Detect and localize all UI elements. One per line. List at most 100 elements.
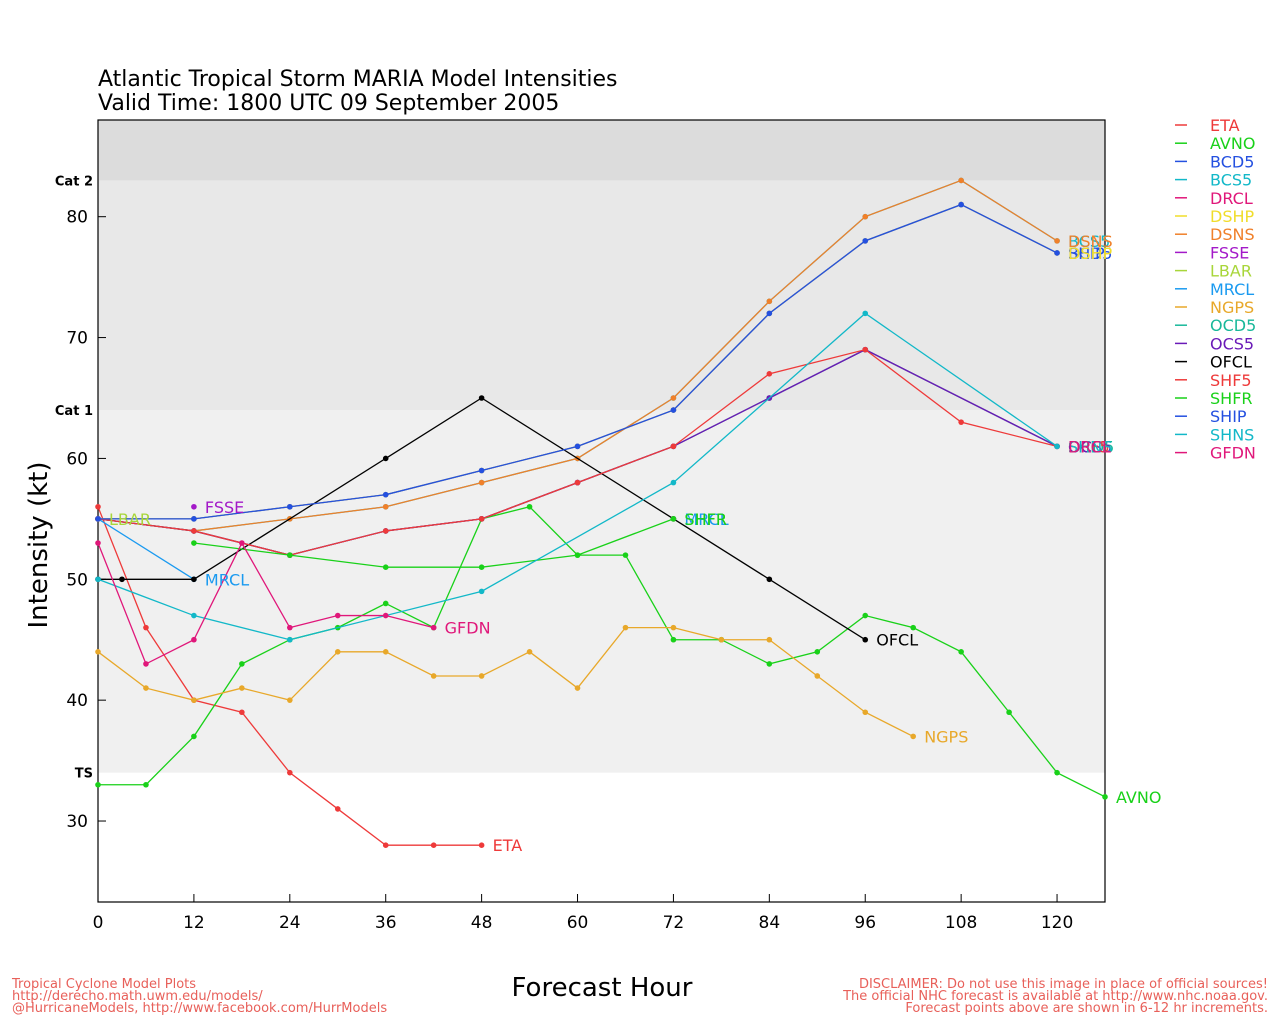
data-point-eta [239,709,245,716]
x-tick-label: 36 [375,913,397,933]
data-point-ship [382,491,389,498]
data-point-gfdn [287,624,293,631]
data-point-eta [382,842,389,848]
end-label-fsse: FSSE [205,498,244,517]
y-tick-label: 40 [66,691,88,711]
legend-entry-ship: SHIP [1210,407,1247,426]
x-axis-title: Forecast Hour [512,973,693,1003]
data-point-shf5 [382,528,389,534]
x-tick-label: 96 [854,913,876,933]
data-point-dsns [382,503,389,510]
end-label-gfdn: GFDN [445,619,491,638]
data-point-shns [191,612,197,619]
data-point-eta [334,806,341,812]
data-point-avno [239,661,245,667]
footer-disclaimer-line: The official NHC forecast is available a… [842,989,1268,1004]
band-ts [98,410,1105,773]
end-label-mrcl: MRCL [684,510,728,529]
data-point-avno [191,733,197,740]
plot-frame [97,119,1106,903]
data-point-ngps [526,649,533,655]
data-point-shfr [670,516,677,522]
end-label-lbar: LBAR [109,510,151,529]
footer: Tropical Cyclone Model Plotshttp://derec… [11,977,1268,1016]
end-label-dshp: DSHP [1068,244,1113,263]
data-point-ngps [622,624,629,631]
x-tick-label: 0 [93,913,104,933]
data-point-eta [287,769,293,776]
data-point-avno [910,624,916,631]
data-point-ofcl [191,576,197,583]
data-point-avno [1102,794,1108,800]
data-point-shns [287,636,293,643]
end-label-shfr: SHFR [684,510,727,529]
data-point-ngps [910,733,916,740]
data-point-gfdn [143,661,149,667]
data-point-ship [862,238,869,244]
legend-entry-shfr: SHFR [1210,389,1253,408]
end-label-bcs5: BCS5 [1068,232,1110,251]
data-point-ngps [766,636,773,643]
data-point-avno [526,503,533,510]
data-point-avno [1006,709,1012,716]
end-label-shf5: SHF5 [1068,437,1110,456]
end-label-ocd5: OCD5 [1068,437,1114,456]
legend-entry-ofcl: OFCL [1210,353,1252,372]
y-axis-title: Intensity (kt) [24,462,54,629]
x-tick-label: 108 [945,913,977,933]
data-point-ship [191,516,197,522]
data-point-shns [1054,443,1060,450]
data-point-ngps [287,697,293,703]
data-point-avno [95,781,101,788]
end-label-drcl: DRCL [1068,437,1111,456]
data-point-dsns [478,479,485,486]
legend: ETAAVNOBCD5BCS5DRCLDSHPDSNSFSSELBARMRCLN… [1175,116,1256,463]
data-point-dsns [958,177,964,184]
band-label-cat-2: Cat 2 [55,174,93,189]
data-point-shns [478,588,485,595]
legend-entry-bcd5: BCD5 [1210,152,1254,171]
series-line-mrcl [97,518,195,580]
series-lines [95,177,1108,848]
band-label-ts: TS [75,767,93,782]
y-tick-label: 80 [66,208,88,228]
data-point-shfr [287,552,293,558]
end-label-ship: SHIP [1068,244,1105,263]
data-point-shf5 [862,346,869,353]
data-point-dsns [862,213,869,220]
legend-entry-shns: SHNS [1210,425,1254,444]
legend-entry-drcl: DRCL [1210,189,1253,208]
band-cat-1 [98,180,1105,411]
data-point-ngps [239,685,245,691]
legend-entry-eta: ETA [1210,116,1240,135]
footer-left-line: @HurricaneModels, http://www.facebook.co… [12,1001,387,1016]
y-tick-label: 30 [66,812,88,832]
data-point-avno [958,649,964,655]
data-point-shfr [478,564,485,571]
legend-entry-fsse: FSSE [1210,243,1249,262]
x-tick-label: 60 [567,913,589,933]
data-point-dsns [766,298,773,305]
x-tick-label: 24 [279,913,301,933]
data-point-ship [95,516,101,522]
data-point-avno [766,661,773,667]
chart-title-line-1: Atlantic Tropical Storm MARIA Model Inte… [98,67,618,92]
data-point-ngps [718,636,725,643]
end-label-dsns: DSNS [1068,232,1113,251]
data-point-ngps [191,697,197,703]
chart-title-line-2: Valid Time: 1800 UTC 09 September 2005 [98,91,559,116]
data-point-ngps [334,649,341,655]
data-point-shf5 [191,528,197,534]
data-point-ngps [382,649,389,655]
data-point-ofcl [478,395,485,401]
data-point-ofcl [382,455,389,462]
series-line-ofcl [98,397,866,641]
data-point-ngps [478,673,485,679]
x-tick-label: 72 [663,913,685,933]
end-label-ocs5: OCS5 [1068,437,1112,456]
y-tick-label: 60 [66,449,88,469]
legend-entry-gfdn: GFDN [1210,444,1256,463]
end-label-dshp: DSHP [1068,244,1113,263]
